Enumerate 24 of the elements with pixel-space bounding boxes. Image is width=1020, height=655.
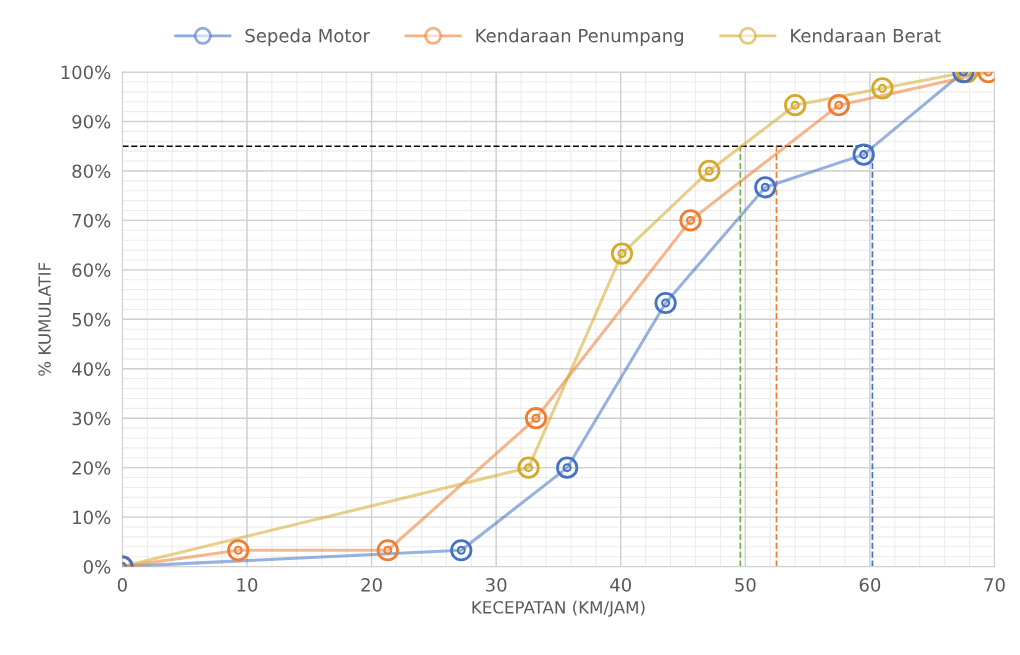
x-tick-label: 10 xyxy=(237,578,258,592)
y-tick-label: 80% xyxy=(72,164,111,179)
y-tick-label: 90% xyxy=(72,114,111,129)
x-tick-label: 20 xyxy=(361,578,382,592)
y-tick-label: 10% xyxy=(73,510,111,525)
x-axis-title: KECEPATAN (KM/JAM) xyxy=(472,600,645,617)
y-tick-label: 0% xyxy=(83,560,111,574)
y-axis-title: % KUMULATIF xyxy=(38,262,51,376)
x-tick-label: 30 xyxy=(486,578,507,592)
legend-label: Kendaraan Penumpang xyxy=(476,28,683,46)
y-tick-label: 100% xyxy=(61,65,111,80)
y-tick-label: 70% xyxy=(72,213,111,228)
x-tick-label: 40 xyxy=(610,578,632,592)
legend-label: Sepeda Motor xyxy=(245,28,370,46)
y-tick-label: 50% xyxy=(72,312,111,327)
x-tick-label: 0 xyxy=(117,578,127,592)
y-tick-label: 40% xyxy=(72,362,111,376)
x-tick-label: 70 xyxy=(984,578,1005,592)
x-tick-label: 50 xyxy=(735,578,756,592)
y-tick-label: 20% xyxy=(72,461,111,475)
y-tick-label: 60% xyxy=(72,263,111,277)
x-tick-label: 60 xyxy=(859,578,881,592)
y-tick-label: 30% xyxy=(72,411,111,426)
legend-label: Kendaraan Berat xyxy=(791,28,941,43)
